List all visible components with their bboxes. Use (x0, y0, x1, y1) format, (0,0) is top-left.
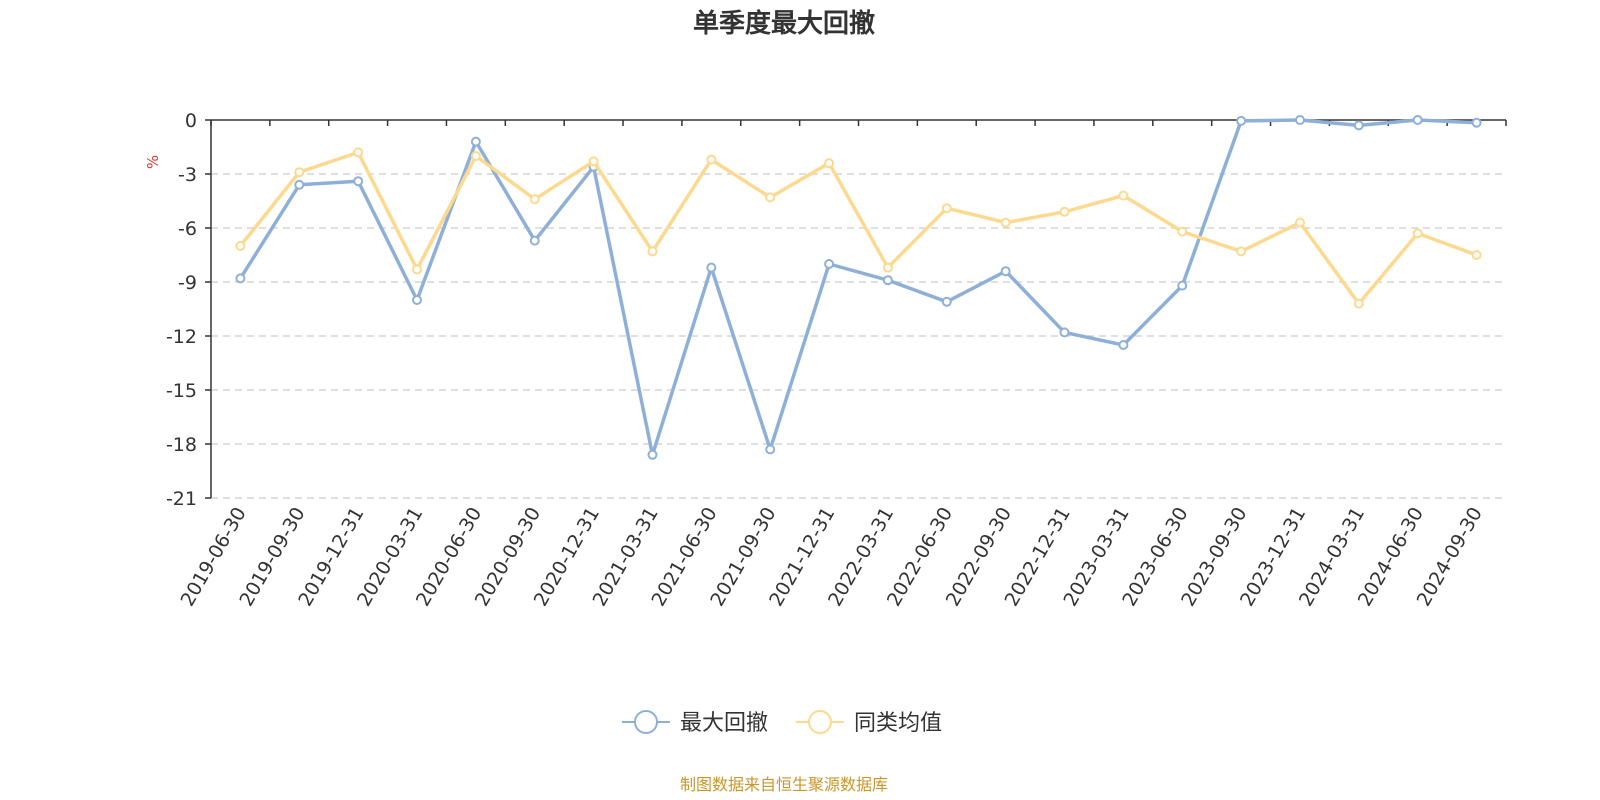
data-point (1177, 226, 1188, 237)
y-tick-label: -21 (166, 488, 197, 510)
data-point (882, 275, 893, 286)
y-tick-label: -18 (166, 434, 197, 456)
data-point (529, 235, 540, 246)
chart-title: 单季度最大回撤 (693, 8, 875, 39)
data-point (1000, 266, 1011, 277)
y-tick-label: 0 (185, 110, 197, 132)
data-point (412, 295, 423, 305)
data-point (1353, 298, 1364, 309)
y-tick-label: -6 (178, 218, 197, 240)
data-point (353, 147, 364, 158)
data-point (765, 192, 776, 203)
legend-marker (634, 710, 658, 734)
data-point (470, 136, 481, 147)
data-point (294, 167, 305, 178)
data-point (1059, 327, 1070, 338)
data-point (706, 154, 717, 165)
data-point (470, 151, 481, 161)
data-point (1236, 246, 1247, 257)
legend-label: 同类均值 (854, 711, 942, 736)
y-tick-label: -15 (166, 380, 197, 402)
series-0 (235, 115, 1482, 460)
legend-item-1[interactable]: 同类均值 (796, 710, 942, 736)
data-point (1294, 115, 1305, 125)
x-tick-labels: 2019-06-302019-09-302019-12-312020-03-31… (176, 504, 1486, 611)
data-point (1059, 206, 1070, 217)
data-point (824, 259, 835, 269)
y-tick-label: -9 (178, 272, 197, 294)
data-point (1236, 115, 1247, 126)
legend-marker (808, 710, 832, 734)
data-point (353, 176, 364, 187)
data-point (941, 296, 952, 307)
data-point (1000, 217, 1011, 228)
source-note: 制图数据来自恒生聚源数据库 (680, 775, 888, 794)
y-tick-labels: 0 -3 -6 -9 -12 -15 -18 -21 (166, 110, 197, 510)
series-line (238, 118, 1477, 457)
y-axis-unit: % (144, 155, 162, 169)
data-point (1177, 280, 1188, 291)
data-point (1471, 117, 1482, 128)
data-point (765, 444, 776, 455)
legend-item-0[interactable]: 最大回撤 (622, 710, 768, 736)
data-point (647, 246, 658, 257)
data-point (941, 203, 952, 214)
legend-label: 最大回撤 (680, 711, 768, 736)
y-tick-label: -3 (178, 164, 197, 186)
data-point (529, 194, 540, 205)
data-point (294, 179, 305, 190)
data-point (882, 262, 893, 273)
data-point (1412, 115, 1423, 125)
data-point (1118, 340, 1129, 350)
data-point (1118, 190, 1129, 201)
data-point (1294, 217, 1305, 228)
data-point (706, 262, 717, 273)
series-line (239, 150, 1478, 306)
series-1 (235, 147, 1482, 309)
axes (205, 119, 1507, 499)
grid-lines (211, 173, 1506, 499)
series-group (235, 115, 1482, 460)
data-point (1353, 120, 1364, 131)
data-point (412, 264, 423, 275)
data-point (824, 158, 835, 169)
data-point (647, 449, 658, 460)
data-point (235, 273, 246, 284)
data-point (1471, 250, 1482, 260)
y-tick-label: -12 (166, 326, 197, 348)
data-point (1412, 228, 1423, 239)
data-point (588, 156, 599, 167)
legend[interactable]: 最大回撤 同类均值 (622, 710, 942, 736)
data-point (235, 241, 246, 251)
